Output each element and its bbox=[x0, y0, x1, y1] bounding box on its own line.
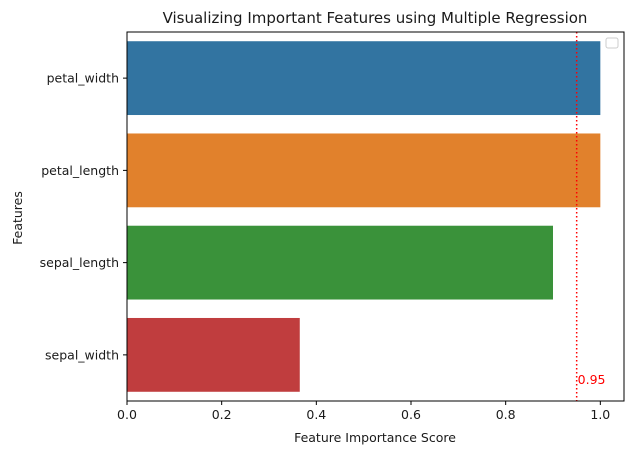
y-tick-label: petal_length bbox=[41, 163, 119, 178]
y-axis: petal_width petal_length sepal_lengthsepal… bbox=[40, 71, 127, 362]
y-tick-label: petal_width bbox=[47, 71, 119, 86]
plot-frame bbox=[126, 31, 625, 402]
bar-sepal-width bbox=[127, 317, 300, 392]
x-tick-label: 0.2 bbox=[212, 407, 232, 422]
legend bbox=[605, 37, 619, 49]
bar-petal-width bbox=[127, 41, 601, 116]
y-tick-label: sepal_width bbox=[45, 347, 119, 362]
x-axis-label: Feature Importance Score bbox=[294, 430, 456, 445]
reference-line-group: 0.95 bbox=[575, 32, 606, 401]
bars-group bbox=[127, 41, 601, 392]
y-tick-label: sepal_length bbox=[40, 255, 119, 270]
reference-line-label: 0.95 bbox=[578, 372, 606, 387]
x-tick-label: 1.0 bbox=[590, 407, 610, 422]
x-tick-label: 0.8 bbox=[496, 407, 516, 422]
x-axis: 0.0 0.2 0.4 0.6 0.8 1.0 bbox=[117, 401, 610, 422]
bar-petal-length bbox=[127, 133, 601, 208]
y-axis-label: Features bbox=[10, 191, 25, 245]
x-tick-label: 0.0 bbox=[117, 407, 137, 422]
legend-box bbox=[605, 37, 619, 49]
chart-title: Visualizing Important Features using Mul… bbox=[163, 9, 588, 27]
bar-sepal-length bbox=[127, 225, 553, 300]
x-tick-label: 0.4 bbox=[306, 407, 326, 422]
x-tick-label: 0.6 bbox=[401, 407, 421, 422]
